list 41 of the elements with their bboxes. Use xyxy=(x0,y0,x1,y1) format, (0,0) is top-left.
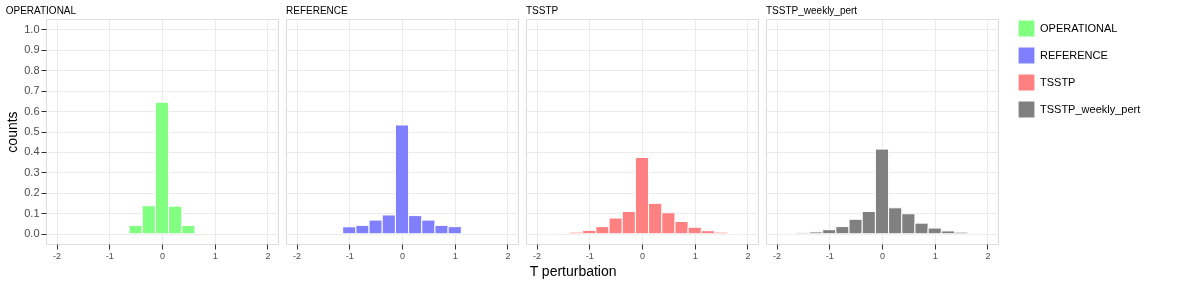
x-tick-label: 0 xyxy=(159,250,166,261)
x-tick-label: -1 xyxy=(345,250,354,261)
legend-label: TSSTP_weekly_pert xyxy=(1040,102,1141,115)
x-tick-label: 0 xyxy=(399,250,406,261)
x-tick-label: -2 xyxy=(773,250,782,261)
x-tick-label: -2 xyxy=(53,250,62,261)
x-tick-label: -2 xyxy=(293,250,302,261)
legend-label: OPERATIONAL xyxy=(1040,21,1118,34)
x-tick-label: 2 xyxy=(985,250,991,261)
legend-label: REFERENCE xyxy=(1040,48,1108,61)
y-tick-label: 0.4 xyxy=(24,145,40,158)
x-tick-label: 2 xyxy=(505,250,511,261)
x-tick-label: 0 xyxy=(879,250,886,261)
x-tick-label: 1 xyxy=(932,250,938,261)
y-axis-title: counts xyxy=(4,111,21,153)
legend-label: TSSTP xyxy=(1040,75,1076,88)
x-tick-label: -1 xyxy=(585,250,594,261)
chart-title: OPERATIONAL xyxy=(5,5,77,16)
y-tick-label: 1.0 xyxy=(24,22,40,35)
y-tick-label: 0.5 xyxy=(24,125,40,137)
x-tick-label: 0 xyxy=(639,250,646,261)
chart-title: REFERENCE xyxy=(286,5,348,16)
y-tick-label: 0.9 xyxy=(24,43,40,56)
x-tick-label: -1 xyxy=(105,250,114,261)
y-tick-label: 0.8 xyxy=(24,63,40,76)
y-tick-label: 0.1 xyxy=(24,206,40,219)
x-tick-label: -2 xyxy=(533,250,542,261)
y-tick-label: 0.2 xyxy=(24,186,40,199)
x-tick-label: 1 xyxy=(692,250,698,261)
x-axis-title: T perturbation xyxy=(529,262,617,279)
y-tick-label: 0.0 xyxy=(24,227,40,240)
chart-title: TSSTP_weekly_pert xyxy=(766,5,858,16)
x-tick-label: 1 xyxy=(452,250,458,261)
y-tick-label: 0.6 xyxy=(24,104,40,117)
x-tick-label: 2 xyxy=(265,250,271,261)
x-tick-label: -1 xyxy=(825,250,834,261)
x-tick-label: 1 xyxy=(212,250,218,261)
y-tick-label: 0.7 xyxy=(24,84,40,97)
x-tick-label: 2 xyxy=(745,250,751,261)
chart-title: TSSTP xyxy=(526,5,559,16)
y-tick-label: 0.3 xyxy=(24,165,40,178)
